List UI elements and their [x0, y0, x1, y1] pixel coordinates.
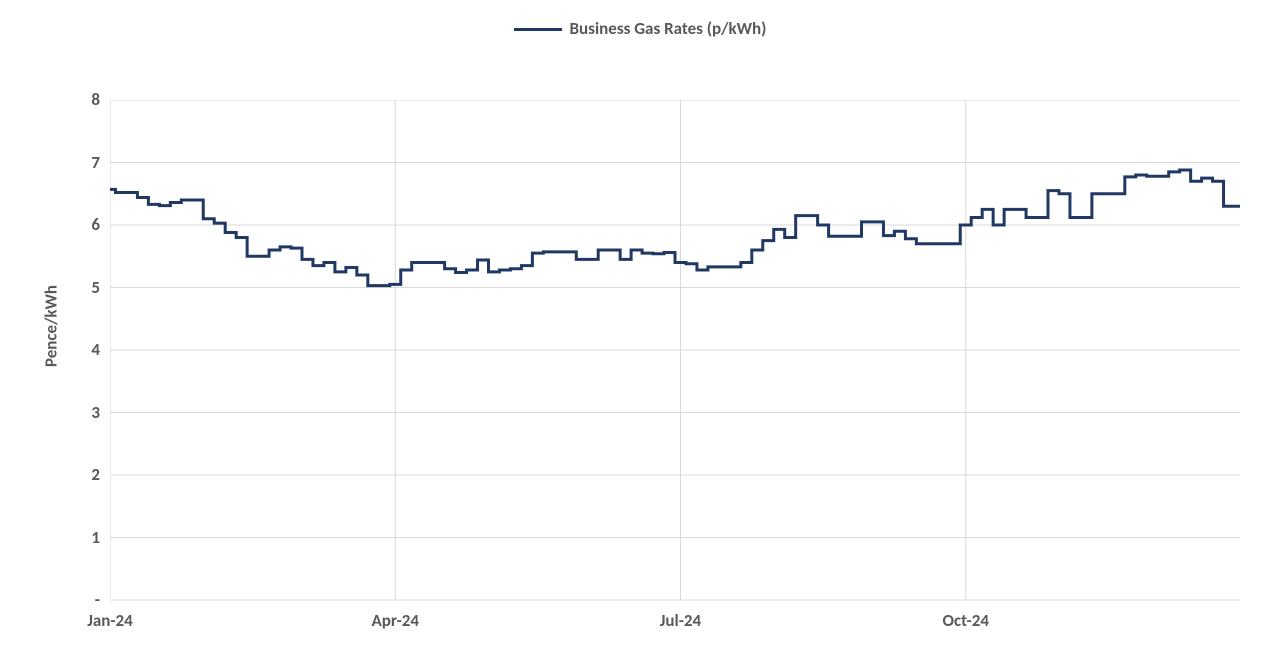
- y-tick-label: 3: [60, 402, 100, 423]
- x-tick-label: Oct-24: [942, 610, 989, 631]
- y-tick-label: 6: [60, 214, 100, 235]
- chart-plot: [110, 100, 1240, 601]
- y-tick-label: -: [60, 589, 100, 610]
- y-tick-label: 5: [60, 277, 100, 298]
- y-tick-label: 2: [60, 464, 100, 485]
- chart-legend: Business Gas Rates (p/kWh): [0, 18, 1280, 39]
- x-tick-label: Apr-24: [371, 610, 419, 631]
- y-tick-label: 1: [60, 527, 100, 548]
- chart-container: Business Gas Rates (p/kWh) Pence/kWh - 1 2…: [0, 0, 1280, 652]
- y-tick-label: 8: [60, 89, 100, 110]
- x-tick-label: Jan-24: [87, 610, 133, 631]
- legend-line-swatch: [514, 28, 562, 31]
- y-tick-label: 4: [60, 339, 100, 360]
- x-tick-label: Jul-24: [660, 610, 701, 631]
- legend-label: Business Gas Rates (p/kWh): [570, 18, 767, 39]
- y-tick-label: 7: [60, 152, 100, 173]
- data-series-line: [110, 170, 1240, 286]
- y-axis-label: Pence/kWh: [41, 285, 62, 367]
